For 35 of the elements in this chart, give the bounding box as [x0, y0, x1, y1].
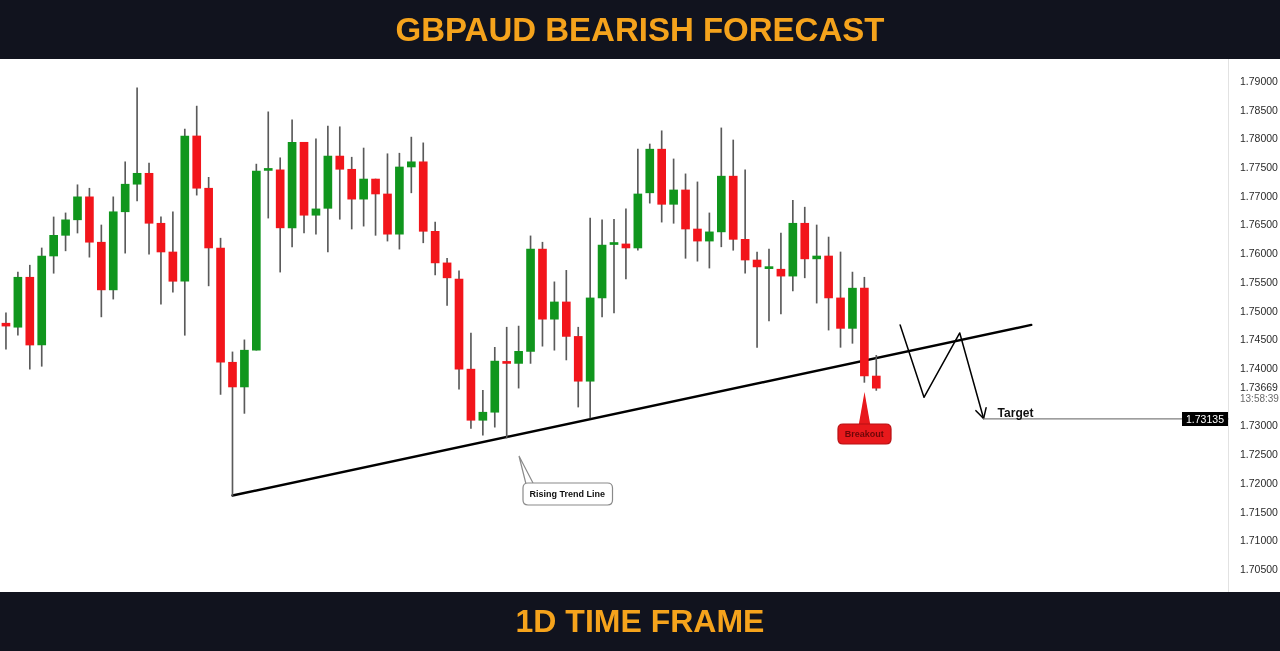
y-tick-label: 1.78500 — [1240, 103, 1279, 116]
candlestick — [263, 111, 273, 219]
y-tick-label: 1.73000 — [1240, 419, 1279, 432]
candlestick — [740, 169, 750, 274]
y-tick-label: 1.70500 — [1240, 563, 1279, 576]
annotation: 1.73135 — [1182, 411, 1228, 426]
candlestick — [478, 390, 488, 436]
ref-line-label: Target — [997, 405, 1034, 420]
y-tick-label: 1.76000 — [1240, 247, 1279, 260]
candlestick — [764, 248, 774, 322]
candlestick — [406, 136, 416, 194]
y-tick-label: 1.73669 — [1240, 381, 1279, 394]
candlestick — [502, 326, 512, 439]
y-tick-label: 1.77000 — [1240, 189, 1279, 202]
annotation: Breakout — [837, 424, 891, 445]
text: Rising Trend Line — [522, 483, 613, 506]
candlestick — [609, 218, 619, 314]
y-tick-label: 1.76500 — [1240, 218, 1279, 231]
y-tick-label: 1.75000 — [1240, 304, 1279, 317]
y-tick-label: 1.72000 — [1240, 476, 1279, 489]
text: 13:58:39 — [1240, 392, 1280, 404]
candlestick — [335, 126, 345, 220]
y-tick-label: 1.75500 — [1240, 275, 1279, 288]
y-tick-label: 1.74500 — [1240, 333, 1279, 346]
candlestick — [311, 138, 321, 235]
y-tick-label: 1.77500 — [1240, 161, 1279, 174]
y-tick-label: 1.74000 — [1240, 362, 1279, 375]
text: 1D TIME FRAME — [515, 603, 765, 640]
y-tick-label: 1.71000 — [1240, 534, 1279, 547]
y-tick-label: 1.78000 — [1240, 132, 1279, 145]
y-tick-label: 1.71500 — [1240, 505, 1279, 518]
chart-title: GBPAUD BEARISH FORECAST — [395, 10, 885, 49]
candlestick — [132, 87, 142, 202]
y-tick-label: 1.79000 — [1240, 74, 1279, 87]
y-tick-label: 1.72500 — [1240, 448, 1279, 461]
